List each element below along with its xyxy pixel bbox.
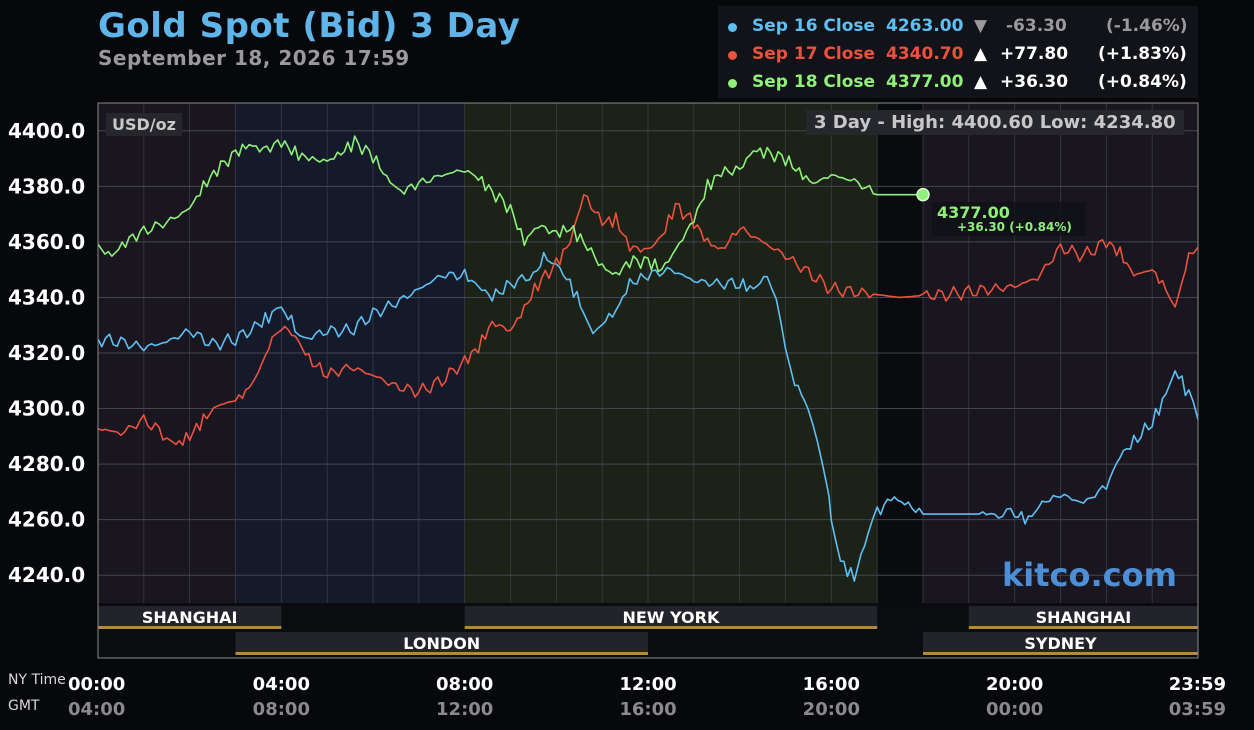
y-tick-label: 4340.0 [8, 285, 85, 309]
up-arrow-icon: ▲ [974, 72, 988, 92]
chart-title: Gold Spot (Bid) 3 Day [98, 6, 521, 46]
session-bar-bottom [235, 632, 648, 654]
legend-label: Sep 18 Close [752, 72, 876, 92]
unit-label: USD/oz [106, 113, 182, 136]
y-tick-label: 4260.0 [8, 508, 85, 532]
chart-timestamp: September 18, 2026 17:59 [98, 46, 410, 70]
session-bar-bottom [923, 632, 1198, 654]
legend-percent: (-1.46%) [1106, 16, 1188, 36]
x-tick-label-gmt: 16:00 [619, 699, 676, 720]
end-point-marker [916, 187, 930, 202]
session-underline [923, 652, 1198, 655]
legend-dot-icon [728, 23, 737, 32]
legend-change: +77.80 [1000, 44, 1069, 64]
y-tick-label: 4380.0 [8, 174, 85, 198]
market-sessions: SHANGHAI NEW YORK SHANGHAI LONDON SYDNEY [98, 603, 1198, 658]
down-arrow-icon: ▼ [974, 16, 988, 36]
end-value-label: 4377.00 [937, 203, 1010, 222]
session-bar-top [968, 606, 1198, 628]
y-tick-label: 4360.0 [8, 230, 85, 254]
legend-price: 4263.00 [886, 16, 964, 36]
legend-label: Sep 17 Close [752, 44, 876, 64]
y-tick-label: 4320.0 [8, 341, 85, 365]
legend-price: 4377.00 [886, 72, 964, 92]
session-label: LONDON [403, 634, 480, 653]
session-underline [235, 652, 648, 655]
session-underline [98, 626, 282, 629]
series-line-sep-18-close [97, 135, 923, 276]
end-value-box [932, 202, 1086, 236]
x-tick-label-gmt: 08:00 [253, 699, 310, 720]
session-label: SHANGHAI [142, 608, 238, 627]
legend-panel: Sep 16 Close 4263.00 ▼ -63.30 (-1.46%) S… [718, 6, 1198, 98]
legend-label: Sep 16 Close [752, 16, 876, 36]
legend-price: 4340.70 [886, 44, 964, 64]
legend-item-sep17: Sep 17 Close 4340.70 ▲ +77.80 (+1.83%) [718, 40, 1198, 68]
y-tick-label: 4400.0 [8, 119, 85, 143]
series-line-sep-16-close [97, 251, 1199, 582]
grid-lines [98, 103, 1198, 603]
x-tick-label-gmt: 20:00 [803, 699, 860, 720]
series-lines [97, 135, 1199, 582]
x-tick-label-gmt: 04:00 [68, 699, 125, 720]
y-tick-label: 4300.0 [8, 397, 85, 421]
session-bar-top [98, 606, 282, 628]
session-bar-top [464, 606, 878, 628]
x-tick-label-ny: 20:00 [986, 674, 1043, 695]
session-label: SHANGHAI [1036, 608, 1132, 627]
x-tick-label-ny: 00:00 [68, 674, 125, 695]
legend-dot-icon [728, 79, 737, 88]
session-underline [968, 626, 1198, 629]
legend-item-sep16: Sep 16 Close 4263.00 ▼ -63.30 (-1.46%) [718, 12, 1198, 40]
watermark-logo: kitco.com [1002, 556, 1177, 594]
x-tick-label-ny: 23:59 [1169, 674, 1226, 695]
session-label: NEW YORK [622, 608, 719, 627]
legend-percent: (+0.84%) [1098, 72, 1187, 92]
x-tick-label-gmt: 12:00 [436, 699, 493, 720]
legend-item-sep18: Sep 18 Close 4377.00 ▲ +36.30 (+0.84%) [718, 68, 1198, 96]
legend-percent: (+1.83%) [1098, 44, 1187, 64]
series-line-sep-17-close [97, 194, 1199, 446]
legend-change: -63.30 [1006, 16, 1067, 36]
x-tick-label-ny: 16:00 [803, 674, 860, 695]
ny-time-row-label: NY Time [8, 672, 66, 688]
legend-change: +36.30 [1000, 72, 1069, 92]
x-tick-label-ny: 08:00 [436, 674, 493, 695]
high-low-label: 3 Day - High: 4400.60 Low: 4234.80 [806, 110, 1184, 135]
y-tick-label: 4240.0 [8, 563, 85, 587]
session-label: SYDNEY [1024, 634, 1097, 653]
x-tick-label-ny: 04:00 [253, 674, 310, 695]
y-axis-labels: 4400.0 4380.0 4360.0 4340.0 4320.0 4300.0 4280… [8, 119, 85, 587]
plot-frame [97, 102, 1199, 659]
end-change-label: +36.30 (+0.84%) [957, 220, 1072, 234]
x-tick-label-gmt: 03:59 [1169, 699, 1226, 720]
session-underline [464, 626, 878, 629]
legend-dot-icon [728, 51, 737, 60]
y-tick-label: 4280.0 [8, 452, 85, 476]
gmt-row-label: GMT [8, 698, 40, 714]
x-axis-labels: 00:00 04:00 04:00 08:00 08:00 12:00 12:00 16:00… [68, 674, 1226, 720]
up-arrow-icon: ▲ [974, 44, 988, 64]
x-tick-label-gmt: 00:00 [986, 699, 1043, 720]
x-tick-label-ny: 12:00 [619, 674, 676, 695]
